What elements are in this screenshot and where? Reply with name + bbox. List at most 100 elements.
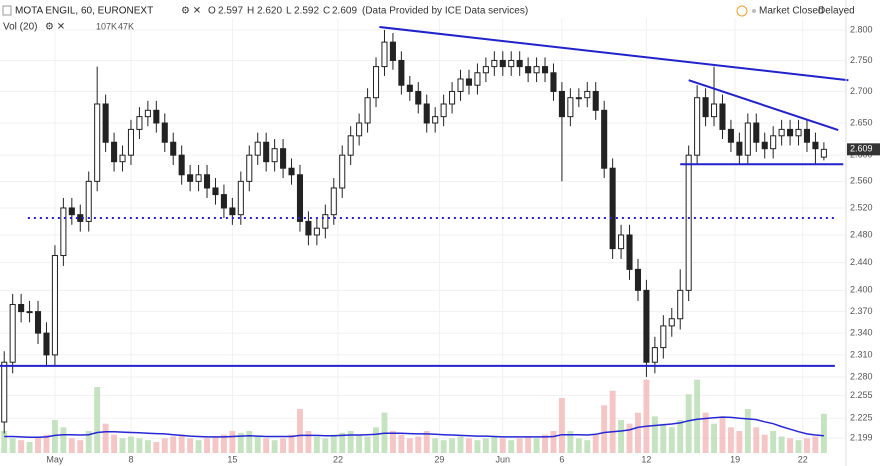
candle-body	[465, 78, 473, 86]
volume-bar	[609, 390, 616, 453]
trendline	[688, 79, 839, 131]
market-status: Market Closed	[759, 6, 823, 17]
settings-icon[interactable]: ⚙ ✕	[181, 6, 201, 17]
candle-body	[178, 154, 185, 176]
volume-bar	[491, 436, 498, 453]
volume-bar	[68, 438, 75, 453]
candle-body	[432, 116, 439, 124]
symbol-title: MOTA ENGIL, 60, EURONEXT	[15, 6, 153, 17]
x-tick-label: 29	[434, 454, 444, 464]
volume-bar	[736, 431, 743, 453]
candle-body	[153, 109, 160, 124]
y-tick-label: 2.750	[850, 55, 873, 65]
volume-bar	[440, 440, 447, 453]
candle-body	[778, 128, 785, 137]
volume-bar	[18, 440, 25, 453]
candle-body	[313, 227, 320, 236]
x-tick-label: 15	[227, 454, 237, 464]
volume-bar	[516, 438, 523, 453]
candle-body	[482, 66, 489, 74]
x-tick-label: 12	[641, 454, 651, 464]
volume-bar	[347, 431, 354, 453]
x-tick-label: Jun	[496, 454, 511, 464]
candle-body	[820, 148, 827, 158]
volume-bar	[525, 436, 532, 453]
volume-bar	[778, 436, 785, 453]
y-tick-label: 2.199	[850, 432, 873, 442]
candle-body	[144, 109, 151, 118]
candle-body	[558, 90, 565, 118]
y-tick-label: 2.480	[850, 229, 873, 239]
candle-body	[634, 268, 642, 291]
candle-body	[246, 154, 253, 182]
candle-body	[651, 347, 658, 363]
candle-body	[474, 72, 481, 86]
volume-ma-value: 47K	[118, 21, 134, 31]
candle-body	[787, 128, 794, 137]
candle-body	[127, 128, 135, 156]
candle-body	[94, 103, 101, 182]
candle-body	[51, 255, 58, 356]
volume-bar	[533, 438, 540, 453]
volume-bar	[280, 438, 287, 453]
candle-body	[220, 194, 227, 209]
volume-bar	[364, 436, 371, 453]
candle-body	[541, 66, 549, 74]
volume-bar	[322, 438, 329, 453]
volume-bar	[567, 431, 574, 453]
last-price-label: 2.609	[850, 144, 873, 154]
volume-bar	[254, 436, 261, 453]
volume-bar	[1, 431, 8, 453]
volume-bar	[466, 438, 472, 453]
candle-body	[102, 103, 109, 143]
volume-bar	[592, 434, 599, 453]
volume-bar	[246, 431, 253, 453]
candle-body	[43, 332, 50, 356]
info-icon[interactable]	[736, 5, 748, 17]
candle-body	[330, 187, 337, 216]
volume-bar	[9, 438, 16, 453]
candle-body	[212, 187, 219, 196]
volume-bar	[550, 431, 557, 453]
volume-bar	[812, 436, 819, 453]
candle-body	[753, 122, 760, 143]
volume-icons[interactable]: ⚙ ✕	[45, 22, 65, 33]
volume-bar	[204, 438, 210, 453]
volume-bar	[313, 436, 320, 453]
volume-bar	[271, 440, 278, 453]
volume-bar	[43, 434, 50, 453]
candle-body	[68, 207, 75, 216]
ohlc-value: 2.597	[218, 6, 243, 17]
volume-bar	[660, 423, 667, 453]
candle-body	[271, 148, 278, 163]
ohlc-name: H	[247, 6, 254, 17]
candle-body	[592, 90, 599, 111]
volume-bar	[330, 434, 337, 453]
volume-bar	[305, 431, 312, 453]
candle-body	[381, 41, 388, 68]
candle-body	[339, 154, 346, 189]
candle-body	[533, 66, 540, 74]
volume-bar	[499, 438, 506, 453]
candle-body	[1, 361, 8, 423]
volume-bar	[398, 434, 405, 453]
volume-bar	[677, 420, 684, 453]
volume-bar	[229, 431, 236, 453]
data-source: (Data Provided by ICE Data services)	[362, 6, 528, 17]
volume-bar	[170, 436, 177, 453]
candle-body	[26, 311, 33, 314]
collapse-icon[interactable]	[2, 5, 12, 16]
volume-bar	[161, 438, 168, 453]
y-tick-label: 2.370	[850, 306, 873, 316]
x-tick-label: 19	[730, 454, 740, 464]
volume-bar	[651, 416, 658, 453]
candle-body	[516, 59, 523, 68]
volume-bar	[263, 438, 270, 453]
candle-body	[491, 59, 498, 68]
candle-body	[449, 90, 456, 105]
volume-bar	[220, 434, 227, 453]
y-tick-label: 2.440	[850, 257, 873, 267]
volume-bar	[643, 379, 650, 453]
volume-bar	[237, 432, 244, 453]
